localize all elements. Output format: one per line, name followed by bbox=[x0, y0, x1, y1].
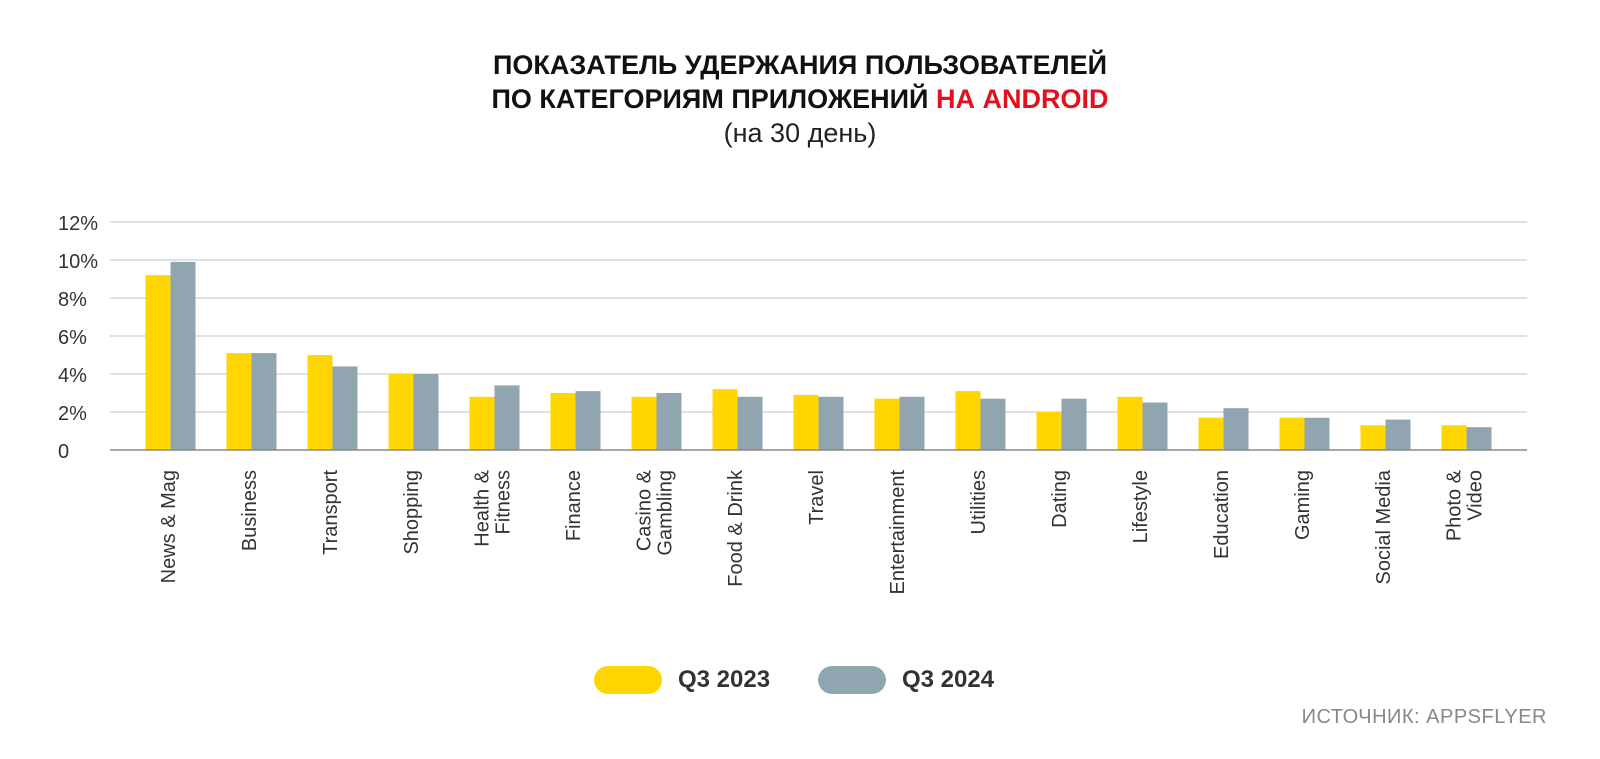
x-tick-label-line: Finance bbox=[563, 470, 585, 541]
bar bbox=[494, 385, 520, 450]
bar bbox=[1304, 417, 1330, 450]
x-tick-label-line: Travel bbox=[806, 470, 828, 525]
bar bbox=[413, 374, 439, 450]
x-tick-label: Food & Drink bbox=[725, 469, 747, 587]
x-tick-label: Business bbox=[239, 470, 261, 551]
y-tick-label: 8% bbox=[58, 289, 87, 311]
bar bbox=[656, 393, 682, 450]
title-accent: НА ANDROID bbox=[935, 84, 1109, 114]
legend-swatch-q3-2023 bbox=[594, 666, 662, 694]
x-tick-label: Utilities bbox=[968, 470, 990, 534]
bar bbox=[388, 374, 414, 450]
x-tick-label-line: Food & Drink bbox=[725, 469, 747, 587]
bar bbox=[1142, 402, 1168, 450]
x-tick-label-line: Transport bbox=[320, 470, 342, 555]
y-tick-label: 0 bbox=[58, 441, 69, 463]
bar bbox=[1279, 417, 1305, 450]
source-note: ИСТОЧНИК: APPSFLYER bbox=[1301, 706, 1547, 728]
bar bbox=[1198, 417, 1224, 450]
bar bbox=[874, 398, 900, 450]
x-tick-label: Shopping bbox=[401, 470, 423, 555]
bar bbox=[631, 396, 657, 450]
legend-swatch-q3-2024 bbox=[818, 666, 886, 694]
x-tick-label-line: Dating bbox=[1049, 470, 1071, 528]
y-tick-label: 6% bbox=[58, 327, 87, 349]
x-tick-label-line: Entertainment bbox=[887, 470, 909, 595]
x-tick-label-line: Utilities bbox=[968, 470, 990, 534]
x-tick-label-line: Business bbox=[239, 470, 261, 551]
title-line-2: ПО КАТЕГОРИЯМ ПРИЛОЖЕНИЙ НА ANDROID bbox=[0, 82, 1600, 116]
x-tick-label-line: Fitness bbox=[493, 470, 515, 534]
y-tick-label: 2% bbox=[58, 403, 87, 425]
bar bbox=[1117, 396, 1143, 450]
x-tick-label-line: Casino & bbox=[634, 469, 656, 551]
bar bbox=[1441, 425, 1467, 450]
legend: Q3 2023 Q3 2024 bbox=[0, 666, 1600, 700]
x-tick-label-line: News & Mag bbox=[158, 470, 180, 583]
x-tick-label: Casino &Gambling bbox=[634, 469, 677, 555]
bar bbox=[469, 396, 495, 450]
bar bbox=[1223, 408, 1249, 450]
bar bbox=[550, 393, 576, 450]
chart-title: ПОКАЗАТЕЛЬ УДЕРЖАНИЯ ПОЛЬЗОВАТЕЛЕЙ ПО КА… bbox=[0, 48, 1600, 150]
bar bbox=[737, 396, 763, 450]
bar bbox=[170, 261, 196, 450]
x-tick-label: Finance bbox=[563, 470, 585, 541]
bar bbox=[1385, 419, 1411, 450]
x-tick-label-line: Photo & bbox=[1444, 469, 1466, 541]
x-tick-label-line: Lifestyle bbox=[1130, 470, 1152, 543]
x-tick-label: Photo &Video bbox=[1444, 469, 1487, 541]
y-tick-label: 10% bbox=[58, 251, 98, 273]
x-tick-label-line: Video bbox=[1465, 470, 1487, 521]
bar bbox=[575, 391, 601, 450]
x-tick-label: Lifestyle bbox=[1130, 470, 1152, 543]
x-tick-label-line: Gaming bbox=[1292, 470, 1314, 540]
x-tick-label: Travel bbox=[806, 470, 828, 525]
x-tick-label-line: Education bbox=[1211, 470, 1233, 559]
bar bbox=[1061, 398, 1087, 450]
y-tick-label: 4% bbox=[58, 365, 87, 387]
bar bbox=[712, 389, 738, 450]
y-tick-label: 12% bbox=[58, 213, 98, 235]
x-tick-label-line: Gambling bbox=[655, 470, 677, 556]
x-tick-label: News & Mag bbox=[158, 470, 180, 583]
bar bbox=[793, 394, 819, 450]
legend-label-q3-2023: Q3 2023 bbox=[678, 666, 771, 693]
title-line-1: ПОКАЗАТЕЛЬ УДЕРЖАНИЯ ПОЛЬЗОВАТЕЛЕЙ bbox=[493, 50, 1107, 80]
bar bbox=[1036, 412, 1062, 450]
chart-subtitle: (на 30 день) bbox=[723, 118, 877, 148]
bar bbox=[899, 396, 925, 450]
x-tick-label: Health &Fitness bbox=[472, 469, 515, 546]
x-tick-label-line: Shopping bbox=[401, 470, 423, 555]
bar bbox=[1466, 427, 1492, 450]
bar bbox=[226, 353, 252, 450]
title-line-2-main: ПО КАТЕГОРИЯМ ПРИЛОЖЕНИЙ bbox=[491, 84, 936, 114]
x-tick-label: Transport bbox=[320, 470, 342, 555]
x-tick-label-line: Social Media bbox=[1373, 469, 1395, 584]
bar bbox=[332, 366, 358, 450]
x-tick-label: Entertainment bbox=[887, 470, 909, 595]
x-tick-label-line: Health & bbox=[472, 469, 494, 546]
x-tick-label: Social Media bbox=[1373, 469, 1395, 584]
x-tick-label: Dating bbox=[1049, 470, 1071, 528]
bar-chart: 0 2% 4% 6% 8% 10% 12% News & Mag Business Transpo… bbox=[58, 213, 1527, 595]
bar bbox=[818, 396, 844, 450]
bar bbox=[955, 391, 981, 450]
bar bbox=[145, 275, 171, 450]
x-tick-label: Education bbox=[1211, 470, 1233, 559]
bar bbox=[251, 353, 277, 450]
bar bbox=[1360, 425, 1386, 450]
bar bbox=[980, 398, 1006, 450]
legend-label-q3-2024: Q3 2024 bbox=[902, 666, 995, 693]
x-tick-label: Gaming bbox=[1292, 470, 1314, 540]
bar bbox=[307, 355, 333, 450]
